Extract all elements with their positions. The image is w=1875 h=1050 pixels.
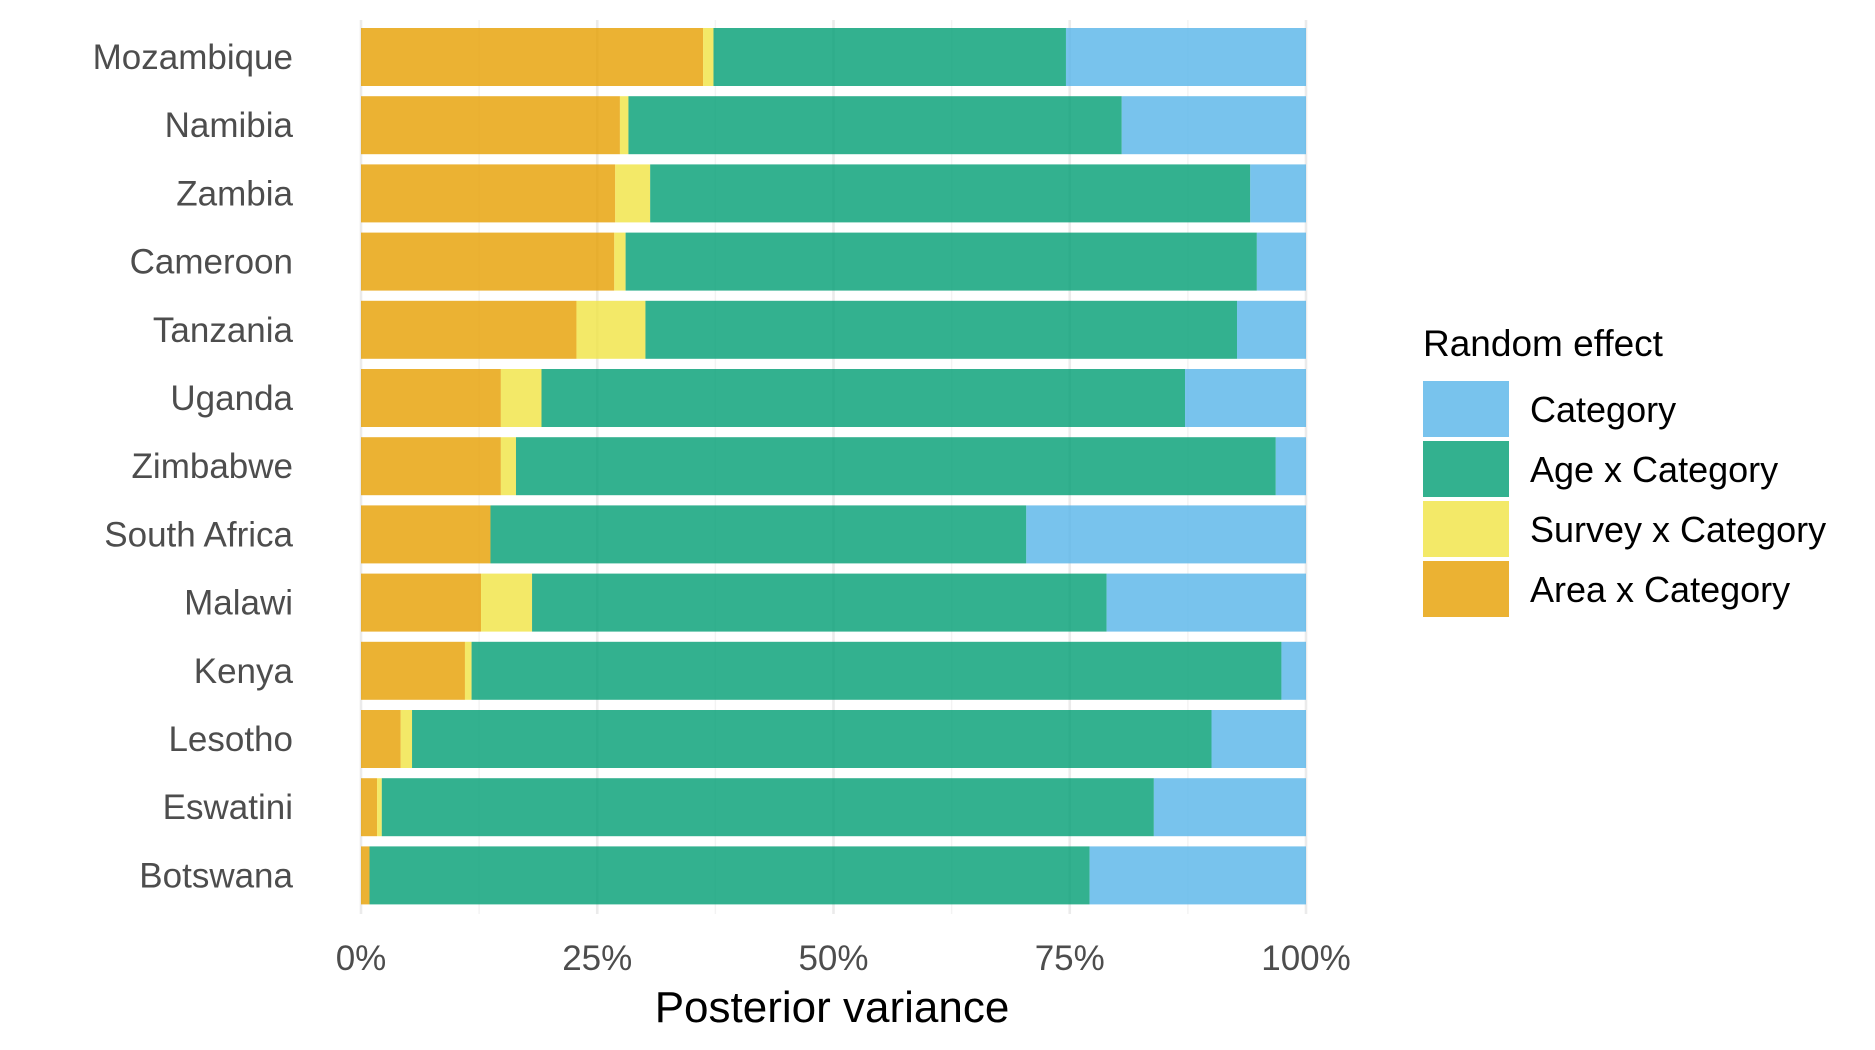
x-tick-label: 25% xyxy=(562,939,632,978)
x-tick-label: 100% xyxy=(1261,939,1351,978)
bar-uganda-category xyxy=(1185,369,1306,427)
legend-swatch-age-x-category xyxy=(1423,441,1509,497)
y-tick-label: Cameroon xyxy=(130,243,293,282)
y-tick-label: Zambia xyxy=(176,174,293,213)
y-tick-label: Malawi xyxy=(184,584,293,623)
bar-botswana-age-x-category xyxy=(369,846,1090,905)
bar-lesotho-category xyxy=(1211,710,1306,768)
bar-south-africa-age-x-category xyxy=(490,505,1027,564)
bar-eswatini-survey-x-category xyxy=(377,778,382,837)
legend: Random effect Category Age x Category Surv… xyxy=(1423,323,1826,617)
x-axis-title: Posterior variance xyxy=(655,983,1010,1032)
bar-kenya-age-x-category xyxy=(471,641,1282,700)
bar-cameroon-age-x-category xyxy=(625,232,1257,291)
y-tick-label: South Africa xyxy=(104,515,293,554)
bar-lesotho-area-x-category xyxy=(361,710,401,768)
bar-eswatini-area-x-category xyxy=(361,778,378,837)
bar-namibia-age-x-category xyxy=(628,96,1122,155)
bar-cameroon-category xyxy=(1256,232,1306,291)
bar-mozambique-age-x-category xyxy=(713,28,1066,86)
legend-items: Category Age x Category Survey x Category A… xyxy=(1423,381,1826,617)
x-tick-label: 0% xyxy=(336,939,387,978)
legend-title: Random effect xyxy=(1423,323,1664,364)
bar-botswana-area-x-category xyxy=(361,846,370,905)
legend-swatch-survey-x-category xyxy=(1423,501,1509,557)
bar-namibia-area-x-category xyxy=(361,96,620,155)
bar-lesotho-age-x-category xyxy=(412,710,1212,768)
bar-cameroon-area-x-category xyxy=(361,232,615,291)
bar-eswatini-age-x-category xyxy=(381,778,1154,837)
legend-label-category: Category xyxy=(1530,389,1676,430)
x-tick-label: 50% xyxy=(798,939,868,978)
bar-malawi-area-x-category xyxy=(361,573,482,632)
legend-label-survey-x-category: Survey x Category xyxy=(1530,509,1826,550)
bar-namibia-survey-x-category xyxy=(619,96,629,155)
y-tick-label: Kenya xyxy=(194,652,294,691)
bar-south-africa-area-x-category xyxy=(361,505,491,564)
bar-zimbabwe-area-x-category xyxy=(361,437,501,496)
bar-zambia-survey-x-category xyxy=(615,164,651,223)
bar-malawi-category xyxy=(1106,573,1306,632)
y-axis-labels: Mozambique Namibia Zambia Cameroon Tanzania U… xyxy=(93,38,294,895)
bar-zambia-area-x-category xyxy=(361,164,616,223)
legend-label-age-x-category: Age x Category xyxy=(1530,449,1778,490)
bar-malawi-age-x-category xyxy=(532,573,1107,632)
y-tick-label: Zimbabwe xyxy=(132,447,293,486)
bar-zimbabwe-survey-x-category xyxy=(500,437,516,496)
bar-south-africa-category xyxy=(1026,505,1306,564)
y-tick-label: Lesotho xyxy=(168,720,293,759)
bar-uganda-area-x-category xyxy=(361,369,501,427)
bar-tanzania-category xyxy=(1237,300,1306,359)
bar-kenya-survey-x-category xyxy=(464,641,472,700)
bar-kenya-area-x-category xyxy=(361,641,465,700)
legend-swatch-area-x-category xyxy=(1423,561,1509,617)
bar-zambia-category xyxy=(1250,164,1306,223)
bar-mozambique-survey-x-category xyxy=(703,28,714,86)
bar-zambia-age-x-category xyxy=(650,164,1251,223)
y-tick-label: Botswana xyxy=(139,856,293,895)
bar-uganda-survey-x-category xyxy=(500,369,542,427)
x-axis-labels: 0% 25% 50% 75% 100% xyxy=(336,939,1351,978)
bar-tanzania-age-x-category xyxy=(645,300,1238,359)
bars xyxy=(361,28,1306,905)
y-tick-label: Mozambique xyxy=(93,38,293,77)
y-tick-label: Eswatini xyxy=(163,788,293,827)
y-tick-label: Tanzania xyxy=(153,311,294,350)
legend-swatch-category xyxy=(1423,381,1509,437)
bar-cameroon-survey-x-category xyxy=(614,232,626,291)
bar-lesotho-survey-x-category xyxy=(400,710,413,768)
bar-mozambique-category xyxy=(1065,28,1306,86)
bar-eswatini-category xyxy=(1153,778,1306,837)
bar-malawi-survey-x-category xyxy=(481,573,533,632)
bar-kenya-category xyxy=(1281,641,1306,700)
bar-zimbabwe-category xyxy=(1275,437,1306,496)
bar-tanzania-survey-x-category xyxy=(576,300,646,359)
bar-mozambique-area-x-category xyxy=(361,28,704,86)
bar-zimbabwe-age-x-category xyxy=(515,437,1276,496)
bar-botswana-category xyxy=(1089,846,1306,905)
y-tick-label: Namibia xyxy=(165,106,294,145)
y-tick-label: Uganda xyxy=(170,379,293,418)
legend-label-area-x-category: Area x Category xyxy=(1530,569,1790,610)
bar-uganda-age-x-category xyxy=(541,369,1186,427)
bar-tanzania-area-x-category xyxy=(361,300,577,359)
bar-namibia-category xyxy=(1121,96,1306,155)
x-tick-label: 75% xyxy=(1035,939,1105,978)
